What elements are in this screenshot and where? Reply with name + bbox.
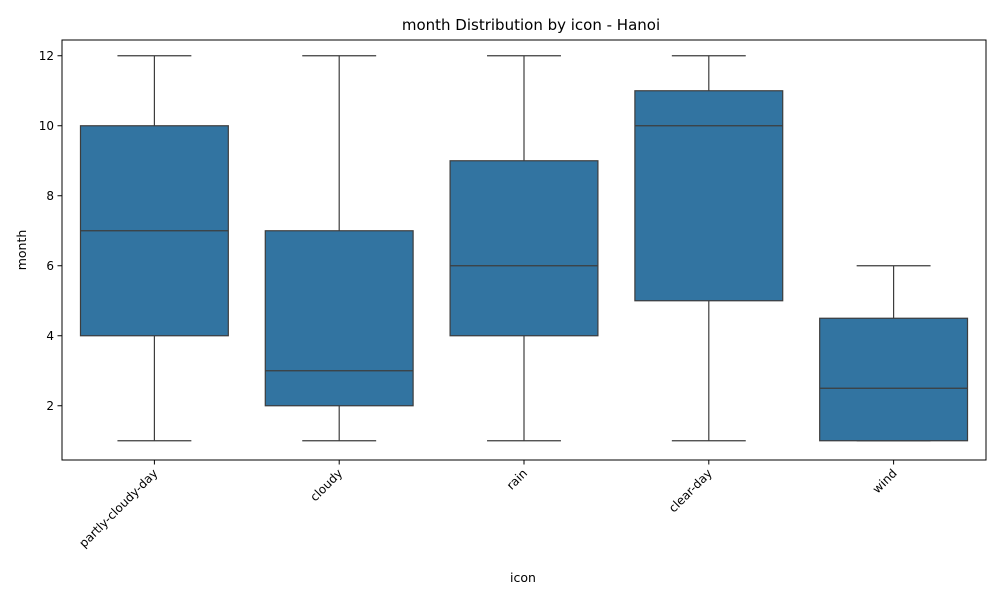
box-iqr <box>449 160 599 337</box>
x-tick-label: clear-day <box>666 466 715 515</box>
y-axis-label: month <box>14 230 29 271</box>
y-tick-label: 4 <box>46 329 54 343</box>
box-group-clear-day <box>634 55 784 442</box>
box-group-rain <box>449 55 599 442</box>
x-tick-label: partly-cloudy-day <box>76 466 160 550</box>
box-group-cloudy <box>264 55 414 442</box>
box-group-partly-cloudy-day <box>79 55 229 442</box>
plot-area <box>79 55 969 442</box>
chart-title: month Distribution by icon - Hanoi <box>402 16 660 34</box>
y-tick-label: 8 <box>46 189 54 203</box>
x-tick-label: wind <box>870 466 900 496</box>
y-tick-label: 12 <box>39 49 54 63</box>
x-tick-label: rain <box>504 466 530 492</box>
y-tick-label: 6 <box>46 259 54 273</box>
box-iqr <box>819 317 969 442</box>
box-group-wind <box>819 265 969 442</box>
y-tick-label: 2 <box>46 399 54 413</box>
box-iqr <box>264 230 414 407</box>
x-tick-label: cloudy <box>307 466 345 504</box>
y-tick-label: 10 <box>39 119 54 133</box>
x-axis-label: icon <box>510 570 536 585</box>
box-iqr <box>634 90 784 302</box>
